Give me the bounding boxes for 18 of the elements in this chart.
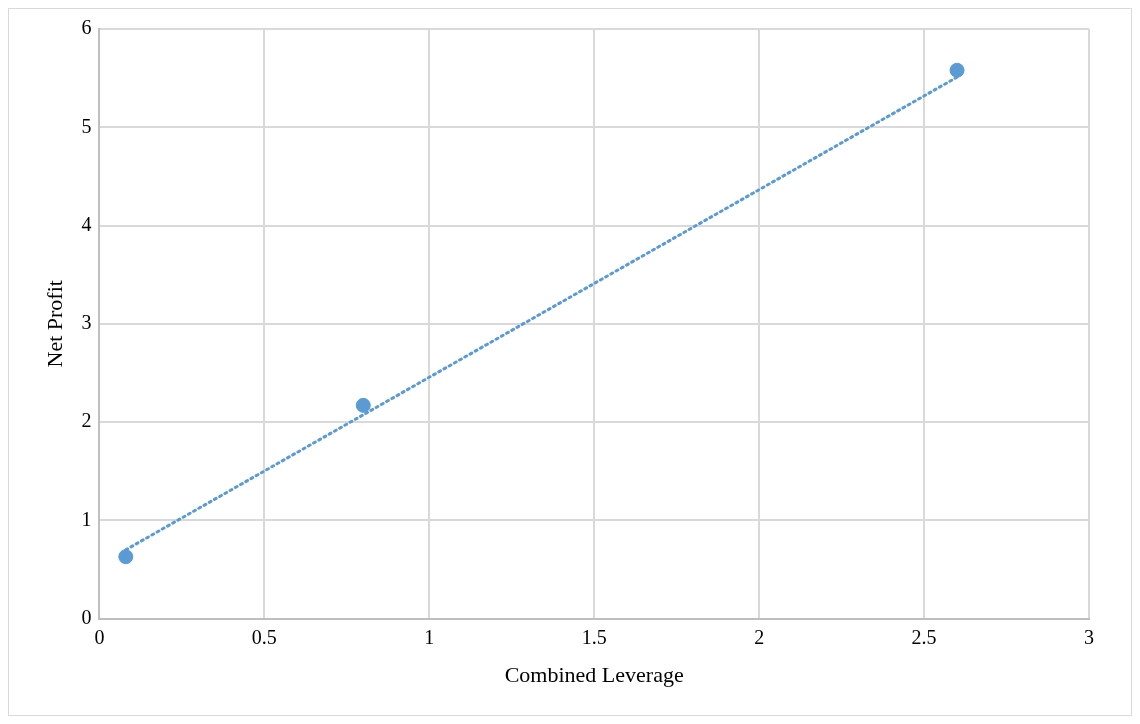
point	[118, 549, 134, 565]
y-tick-label: 3	[81, 311, 92, 334]
y-axis-title: Net Profit	[41, 280, 67, 368]
x-axis-title: Combined Leverage	[504, 661, 684, 687]
y-tick-label: 1	[81, 507, 92, 530]
y-tick-label: 5	[81, 114, 92, 137]
point	[355, 397, 371, 413]
x-tick-label: 1	[424, 625, 435, 648]
point	[949, 62, 965, 78]
y-tick-label: 4	[81, 212, 92, 235]
y-tick-label: 2	[81, 409, 92, 432]
y-tick-label: 0	[81, 605, 92, 628]
x-tick-label: 3	[1084, 625, 1094, 648]
x-tick-label: 1.5	[581, 625, 607, 648]
x-tick-label: 2.5	[911, 625, 937, 648]
y-tick-label: 6	[81, 16, 92, 39]
x-tick-label: 2	[754, 625, 765, 648]
x-tick-label: 0.5	[251, 625, 277, 648]
